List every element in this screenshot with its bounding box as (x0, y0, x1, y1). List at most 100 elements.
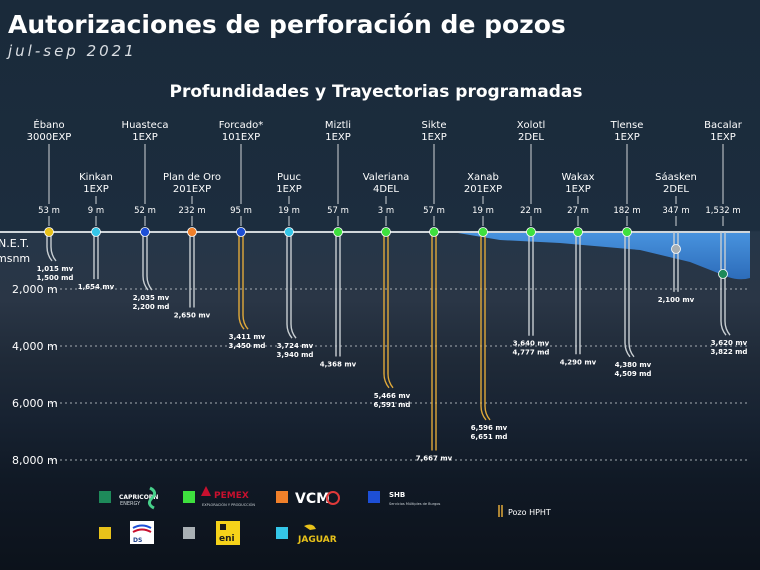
water-depth-label: 182 m (613, 206, 640, 216)
well-trajectory (142, 232, 149, 291)
legend-swatch-ds (99, 527, 111, 539)
well-code: 1EXP (276, 184, 302, 195)
well-code: 4DEL (373, 184, 399, 195)
water-depth-label: 57 m (327, 206, 349, 216)
well-depth-label: 6,591 md (374, 401, 411, 409)
svg-text:Servicios Múltiples de Burgos: Servicios Múltiples de Burgos (389, 502, 441, 506)
well-trajectory (146, 232, 153, 291)
well-code: 1EXP (710, 132, 736, 143)
legend-swatch-jaguar (276, 527, 288, 539)
well-marker (718, 269, 728, 279)
svg-text:PEMEX: PEMEX (214, 491, 249, 501)
well-depth-label: 4,290 mv (560, 358, 597, 366)
well-trajectory (720, 232, 727, 336)
well-depth-label: 4,509 md (615, 370, 652, 378)
well-marker (381, 227, 391, 237)
well-code: 1EXP (132, 132, 158, 143)
water-depth-label: 52 m (134, 206, 156, 216)
water-depth-label: 1,532 m (705, 206, 740, 216)
well-depth-label: 2,200 md (133, 303, 170, 311)
well-trajectory (628, 232, 635, 358)
well-depth-label: 3,940 md (277, 351, 314, 359)
well-depth-label: 4,777 md (513, 349, 550, 357)
pemex-logo: PEMEX EXPLORACIÓN Y PRODUCCIÓN (201, 486, 255, 507)
well-code: 1EXP (614, 132, 640, 143)
well-depth-label: 1,500 md (37, 274, 74, 282)
well-depth-label: 6,596 mv (471, 424, 508, 432)
svg-text:DS: DS (133, 537, 142, 544)
well-trajectory (46, 232, 53, 262)
svg-text:JAGUAR: JAGUAR (297, 535, 337, 545)
well-trajectory (480, 232, 487, 421)
well-marker (44, 227, 54, 237)
well-marker (140, 227, 150, 237)
well-trajectory (238, 232, 245, 330)
water-depth-label: 9 m (88, 206, 104, 216)
well-trajectory (383, 232, 390, 389)
well-marker (91, 227, 101, 237)
svg-text:CAPRICORN: CAPRICORN (119, 494, 158, 501)
well-name: Sáasken (655, 171, 697, 183)
well-name: Wakax (561, 172, 594, 183)
well-marker (236, 227, 246, 237)
diagram-subtitle: Profundidades y Trayectorias programadas (170, 82, 583, 102)
well-name: Ébano (33, 118, 64, 131)
depth-tick-label: 2,000 m (12, 283, 58, 296)
well-name: Plan de Oro (163, 172, 221, 183)
svg-text:VCM: VCM (295, 491, 330, 507)
well-trajectory (290, 232, 297, 339)
well-code: 1EXP (565, 184, 591, 195)
well-name: Bacalar (704, 120, 743, 131)
water-depth-label: 19 m (472, 206, 494, 216)
well-name: Kinkan (79, 172, 113, 183)
well-trajectory (624, 232, 631, 358)
well-depth-label: 3,450 md (229, 342, 266, 350)
well-depth-label: 4,368 mv (320, 360, 357, 368)
well-code: 1EXP (83, 184, 109, 195)
period-label: jul-sep 2021 (6, 42, 137, 60)
well-name: Huasteca (122, 120, 169, 131)
water-depth-label: 53 m (38, 206, 60, 216)
water-depth-label: 232 m (178, 206, 205, 216)
water-depth-label: 95 m (230, 206, 252, 216)
well-name: Puuc (277, 172, 301, 183)
well-depth-label: 3,822 md (711, 348, 748, 356)
well-5: Forcado*101EXP 95 m 3,411 mv3,450 md (219, 120, 266, 350)
well-trajectory (286, 232, 293, 339)
well-trajectory (242, 232, 249, 330)
well-name: Xolotl (517, 120, 546, 131)
well-marker (671, 244, 681, 254)
well-code: 201EXP (464, 184, 502, 195)
well-marker (284, 227, 294, 237)
well-depth-label: 2,035 mv (133, 294, 170, 302)
legend-swatch-shb (368, 491, 380, 503)
jaguar-logo: JAGUAR (297, 524, 337, 545)
well-code: 1EXP (421, 132, 447, 143)
water-depth-label: 27 m (567, 206, 589, 216)
well-trajectory (724, 232, 731, 336)
well-marker (622, 227, 632, 237)
well-depth-label: 1,015 mv (37, 265, 74, 273)
well-trajectory (484, 232, 491, 421)
water-depth-label: 347 m (662, 206, 689, 216)
axis-label-msnm: msnm (0, 252, 30, 265)
well-name: Valeriana (363, 172, 410, 183)
well-code: 1EXP (325, 132, 351, 143)
svg-text:Pozo HPHT: Pozo HPHT (508, 508, 551, 517)
well-marker (478, 227, 488, 237)
well-marker (429, 227, 439, 237)
water-depth-label: 3 m (378, 206, 394, 216)
well-marker (187, 227, 197, 237)
